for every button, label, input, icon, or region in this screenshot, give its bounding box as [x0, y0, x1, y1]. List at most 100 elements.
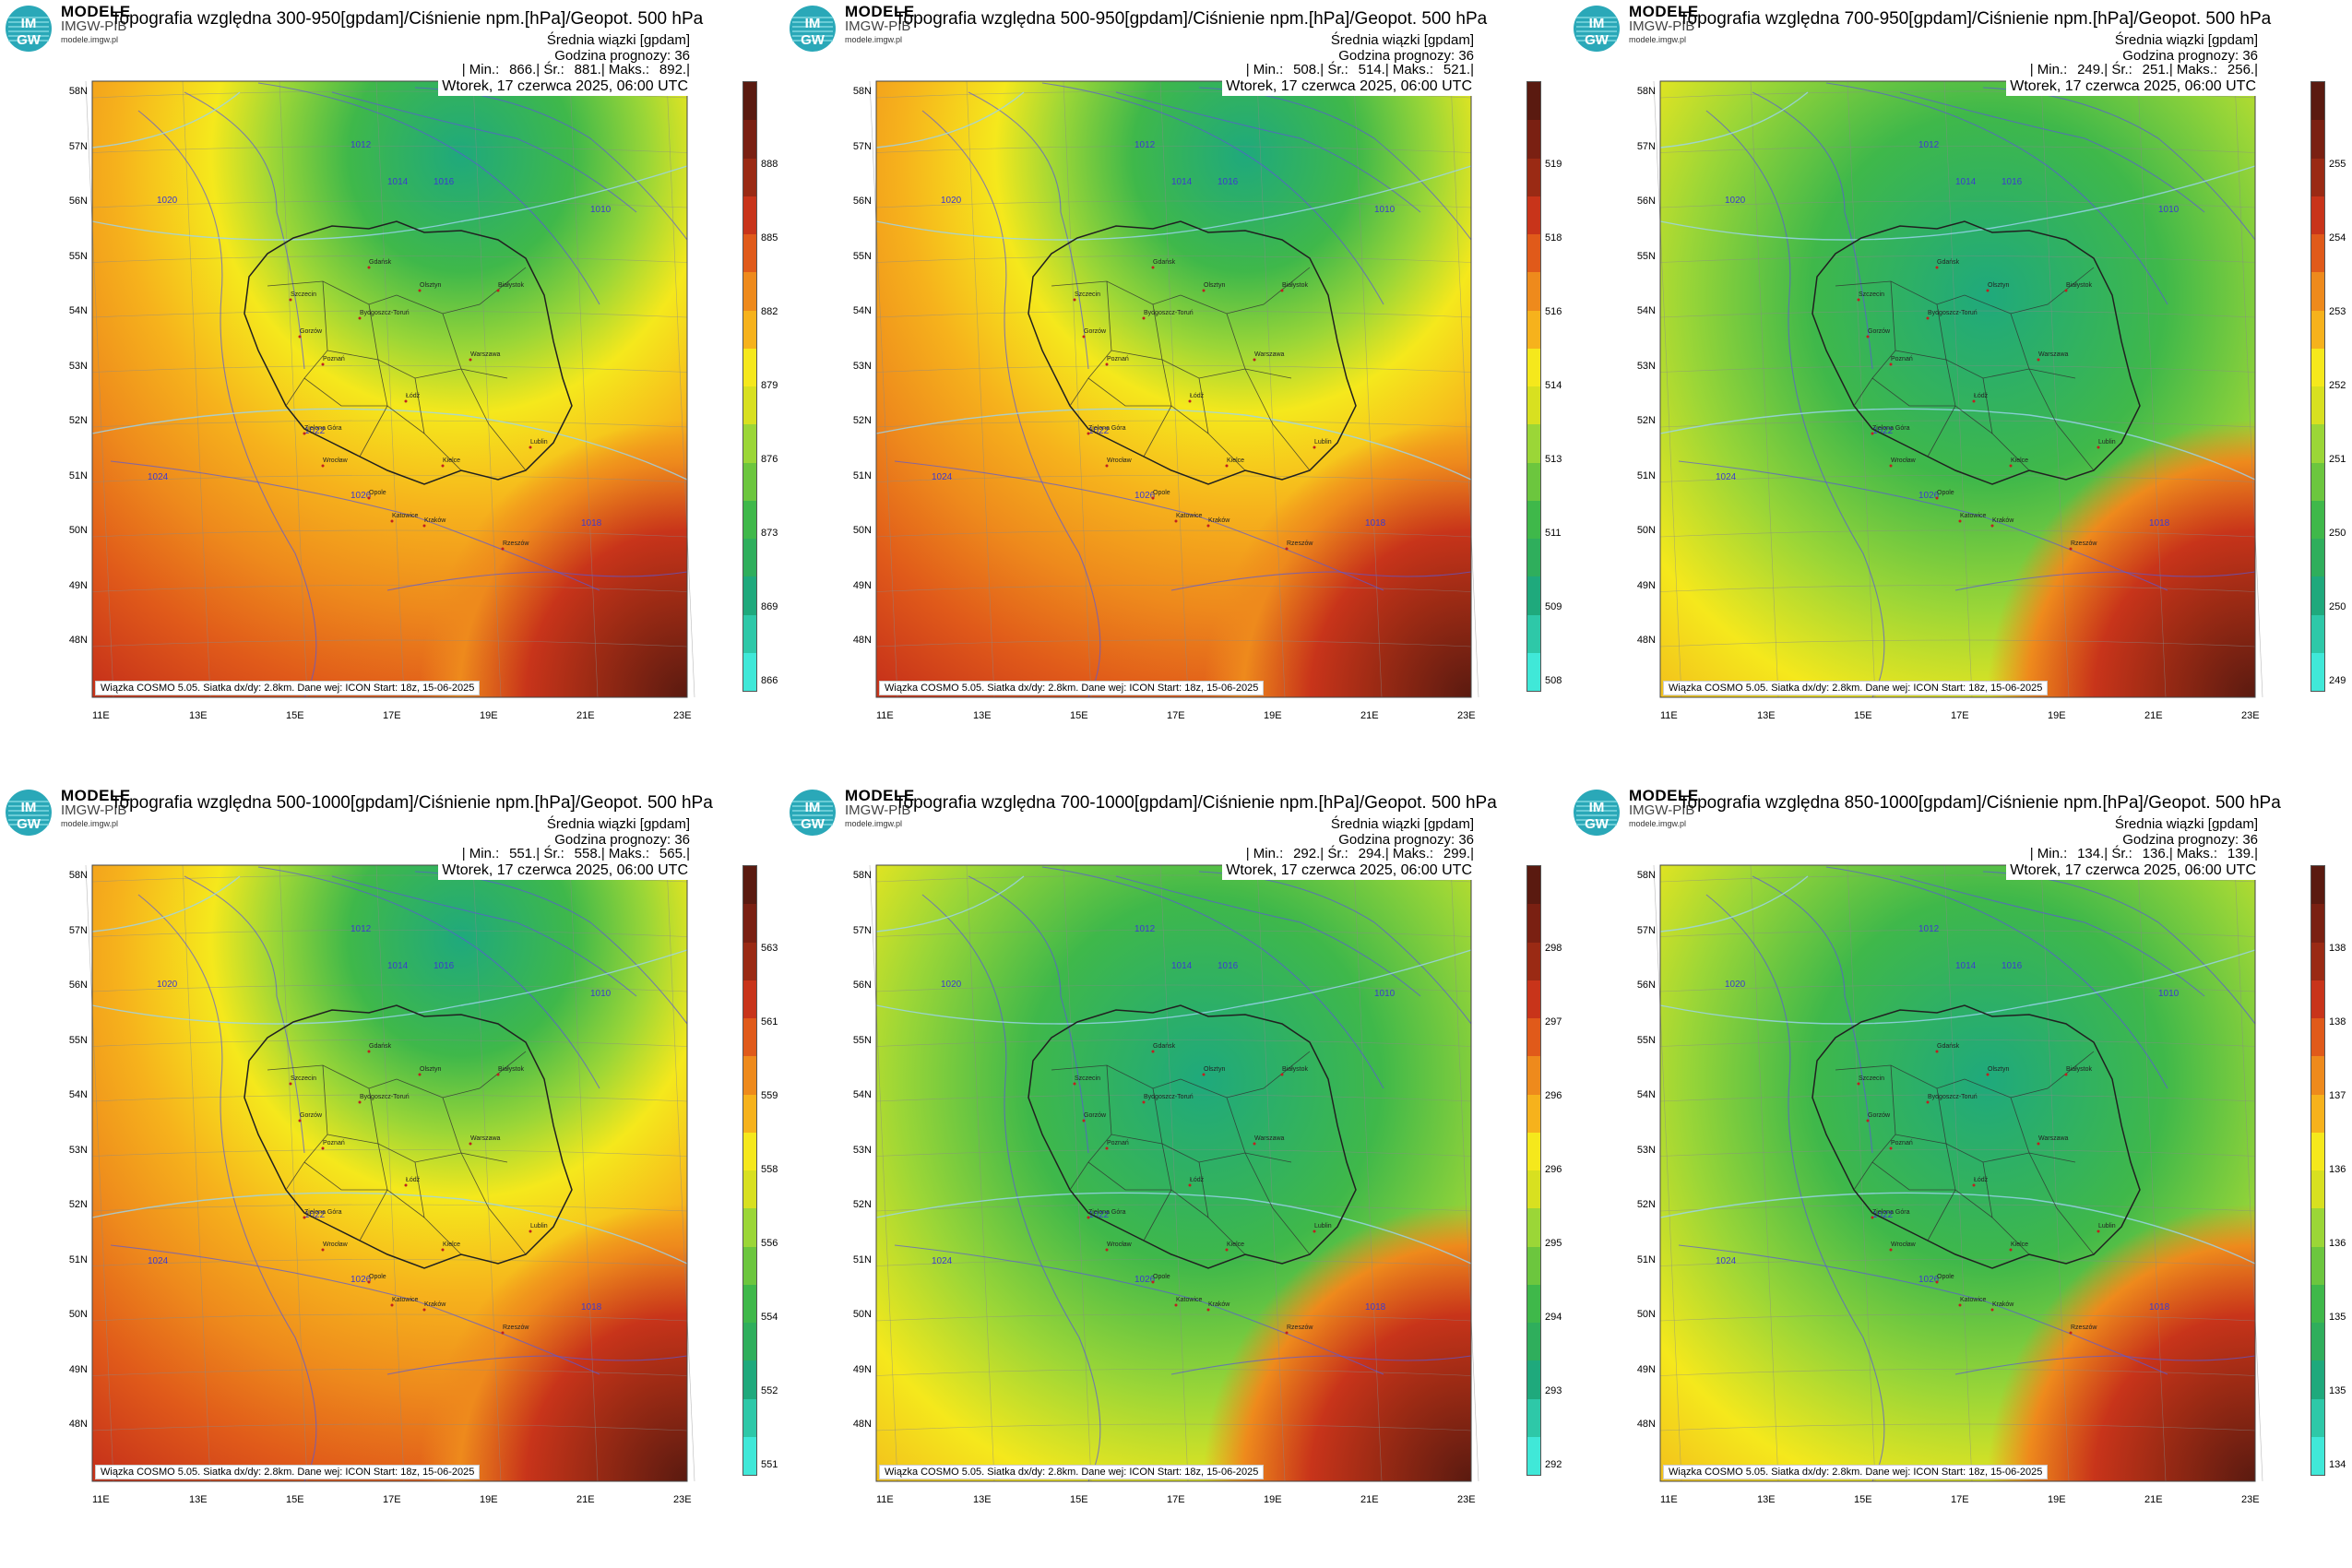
- longitude-label: 15E: [1854, 710, 1872, 721]
- stat-max: 521.: [1443, 62, 1471, 77]
- city-dot: [441, 1248, 445, 1252]
- voivodeship-border: [285, 1064, 328, 1191]
- colorbar-label: 561: [761, 1016, 778, 1028]
- isobar-line: [894, 1244, 1384, 1375]
- city-label: Łódź: [1190, 1177, 1205, 1183]
- latitude-label: 52N: [68, 1199, 88, 1210]
- colorbar-step: [743, 424, 756, 463]
- geopotential-line: [875, 408, 1472, 481]
- voivodeship-border: [1226, 313, 1246, 370]
- latitude-label: 57N: [852, 140, 872, 152]
- colorbar-step: [2311, 348, 2324, 386]
- geopotential-line: [1659, 165, 2256, 241]
- city-dot: [358, 316, 362, 320]
- city-label: Kielce: [2011, 1241, 2028, 1248]
- colorbar-step: [1527, 1208, 1540, 1247]
- city-label: Szczecin: [1075, 291, 1100, 298]
- city-label: Warszawa: [2038, 1135, 2069, 1142]
- svg-text:IM: IM: [1589, 800, 1605, 815]
- latitude-label: 58N: [68, 86, 88, 97]
- latitude-label: 51N: [68, 469, 88, 481]
- colorbar-step: [1527, 614, 1540, 653]
- latitude-label: 49N: [1636, 1363, 1656, 1375]
- latitude-label: 51N: [852, 1253, 872, 1265]
- longitude-label: 11E: [876, 1494, 894, 1505]
- latitude-label: 53N: [852, 360, 872, 372]
- map-panel: IM GW MODELE IMGW-PIB modele.imgw.pl Topograf…: [1568, 784, 2352, 1568]
- longitude-label: 17E: [383, 1494, 401, 1505]
- city-dot: [2097, 1229, 2100, 1233]
- isobar-line: [1041, 866, 1384, 1089]
- isobar-label: 1012: [1134, 140, 1156, 150]
- latitude-label: 51N: [1636, 1253, 1656, 1265]
- city-dot: [298, 335, 302, 339]
- city-dot: [2069, 547, 2073, 551]
- geopotential-line: [1659, 91, 1809, 148]
- stat-min-label: | Min.:: [2029, 62, 2068, 77]
- geopotential-line: [1659, 408, 2256, 481]
- voivodeship-border: [1069, 1064, 1112, 1191]
- city-label: Szczecin: [1859, 1075, 1884, 1082]
- colorbar-label: 551: [761, 1459, 778, 1470]
- stat-avg: 514.: [1358, 62, 1385, 77]
- isobar-line: [257, 82, 600, 305]
- geopotential-line: [91, 875, 241, 932]
- city-label: Bydgoszcz-Toruń: [1144, 310, 1194, 316]
- longitude-label: 19E: [2048, 710, 2066, 721]
- latitude-label: 50N: [68, 525, 88, 536]
- longitude-label: 13E: [973, 1494, 992, 1505]
- city-dot: [1202, 289, 1206, 292]
- isobar-label: 1012: [1918, 140, 1940, 150]
- isobar-label: 1018: [2149, 518, 2170, 529]
- stat-avg-label: | Śr.:: [1320, 62, 1348, 77]
- isobar-label: 1014: [387, 961, 409, 971]
- city-dot: [1105, 464, 1109, 468]
- geopotential-line: [91, 1192, 688, 1265]
- city-dot: [1935, 1050, 1939, 1053]
- isobar-line: [1115, 91, 1421, 213]
- city-dot: [367, 1050, 371, 1053]
- isobar-label: 1024: [1716, 472, 1737, 482]
- latitude-label: 48N: [1636, 635, 1656, 646]
- colorbar-step: [2311, 310, 2324, 349]
- city-dot: [1105, 1248, 1109, 1252]
- voivodeship-border: [460, 368, 527, 471]
- city-label: Gorzów: [1084, 328, 1107, 335]
- city-dot: [321, 1248, 325, 1252]
- isobar-label: 1024: [148, 472, 169, 482]
- colorbar-step: [1527, 904, 1540, 943]
- city-dot: [469, 358, 472, 362]
- isobar-label: 1014: [1171, 961, 1193, 971]
- voivodeship-border: [1835, 280, 1966, 305]
- city-label: Łódź: [1974, 1177, 1989, 1183]
- isobar-label: 1012: [1918, 924, 1940, 934]
- panel-title: Topografia względna 700-1000[gpdam]/Ciśn…: [895, 793, 1497, 813]
- voivodeship-border: [1087, 377, 1209, 434]
- imgw-logo-icon: IMGW: [790, 790, 836, 836]
- latitude-label: 53N: [1636, 360, 1656, 372]
- latitude-label: 54N: [68, 1089, 88, 1100]
- svg-text:IM: IM: [1589, 16, 1605, 31]
- colorbar-step: [2311, 539, 2324, 577]
- isobar-line: [137, 110, 317, 698]
- voivodeship-border: [327, 350, 388, 457]
- city-label: Poznań: [323, 1140, 345, 1146]
- latitude-label: 50N: [852, 525, 872, 536]
- colorbar-step: [743, 500, 756, 539]
- colorbar-step: [1527, 158, 1540, 196]
- stat-avg: 558.: [574, 846, 601, 861]
- city-label: Gdańsk: [1153, 259, 1176, 266]
- city-label: Olsztyn: [420, 1066, 441, 1073]
- longitude-label: 15E: [1854, 1494, 1872, 1505]
- isobar-label: 1020: [1725, 196, 1746, 206]
- longitude-label: 11E: [92, 1494, 110, 1505]
- colorbar-step: [1527, 348, 1540, 386]
- stat-min: 134.: [2077, 846, 2105, 861]
- isobar-label: 1014: [387, 177, 409, 187]
- colorbar-label: 554: [761, 1312, 778, 1323]
- city-dot: [2009, 1248, 2013, 1252]
- city-dot: [1889, 1248, 1893, 1252]
- map-frame: [875, 80, 1472, 698]
- colorbar-label: 879: [761, 380, 778, 391]
- city-label: Wrocław: [323, 1241, 349, 1248]
